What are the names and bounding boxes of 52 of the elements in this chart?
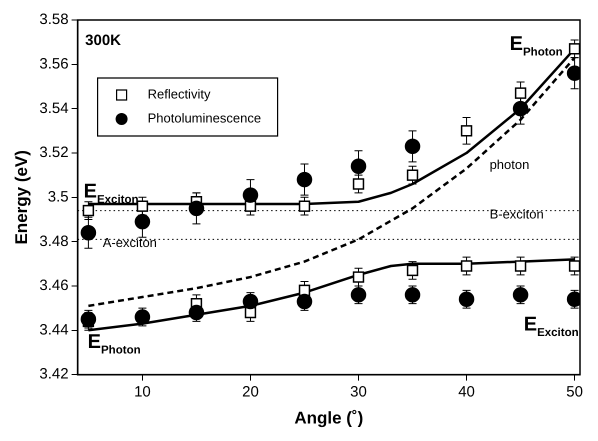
point [568,260,580,272]
x-tick-label: 30 [350,384,367,401]
point [514,260,526,272]
point [404,287,420,303]
y-tick-label: 3.48 [39,232,69,250]
legend-label: Photoluminescence [148,110,262,126]
annotation: photon [490,156,530,172]
annotation: A-exciton [102,234,157,250]
point [512,287,528,303]
point [460,125,472,137]
point [242,294,258,310]
point [514,87,526,99]
point [350,158,366,174]
annotation: 300K [85,32,122,49]
point [136,200,148,212]
point [352,271,364,283]
point [296,172,312,188]
x-tick-label: 40 [458,384,475,401]
point [82,204,94,216]
point [80,225,96,241]
y-tick-label: 3.54 [39,100,69,117]
point [404,138,420,154]
point [188,304,204,320]
point [296,294,312,310]
point [460,260,472,272]
point [134,214,150,230]
point [188,200,204,216]
annotation: B-exciton [490,206,544,222]
point [298,200,310,212]
legend-label: Reflectivity [148,86,211,102]
point [406,264,418,276]
point [512,100,528,116]
point [568,43,580,55]
point [458,292,474,307]
point [350,287,366,303]
y-tick-label: 3.46 [39,277,69,294]
y-tick-label: 3.52 [39,144,69,162]
point [352,178,364,190]
x-axis-title: Angle (˚) [294,408,364,428]
point [406,169,418,181]
x-tick-label: 10 [134,384,151,401]
y-axis-title: Energy (eV) [12,150,31,245]
x-tick-label: 50 [566,384,583,401]
point [242,187,258,203]
point [134,309,150,325]
y-tick-label: 3.58 [39,11,69,28]
y-tick-label: 3.5 [48,188,69,206]
x-tick-label: 20 [242,384,259,401]
point [80,311,96,327]
y-tick-label: 3.56 [39,55,69,72]
y-tick-label: 3.44 [39,321,69,338]
y-tick-label: 3.42 [39,366,69,383]
